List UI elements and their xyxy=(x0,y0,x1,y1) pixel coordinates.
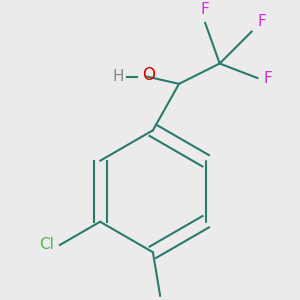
Text: O: O xyxy=(142,66,155,84)
Text: Cl: Cl xyxy=(39,238,54,253)
Text: F: F xyxy=(263,70,272,86)
Text: H: H xyxy=(112,69,124,84)
Text: F: F xyxy=(201,2,209,17)
Text: F: F xyxy=(257,14,266,29)
